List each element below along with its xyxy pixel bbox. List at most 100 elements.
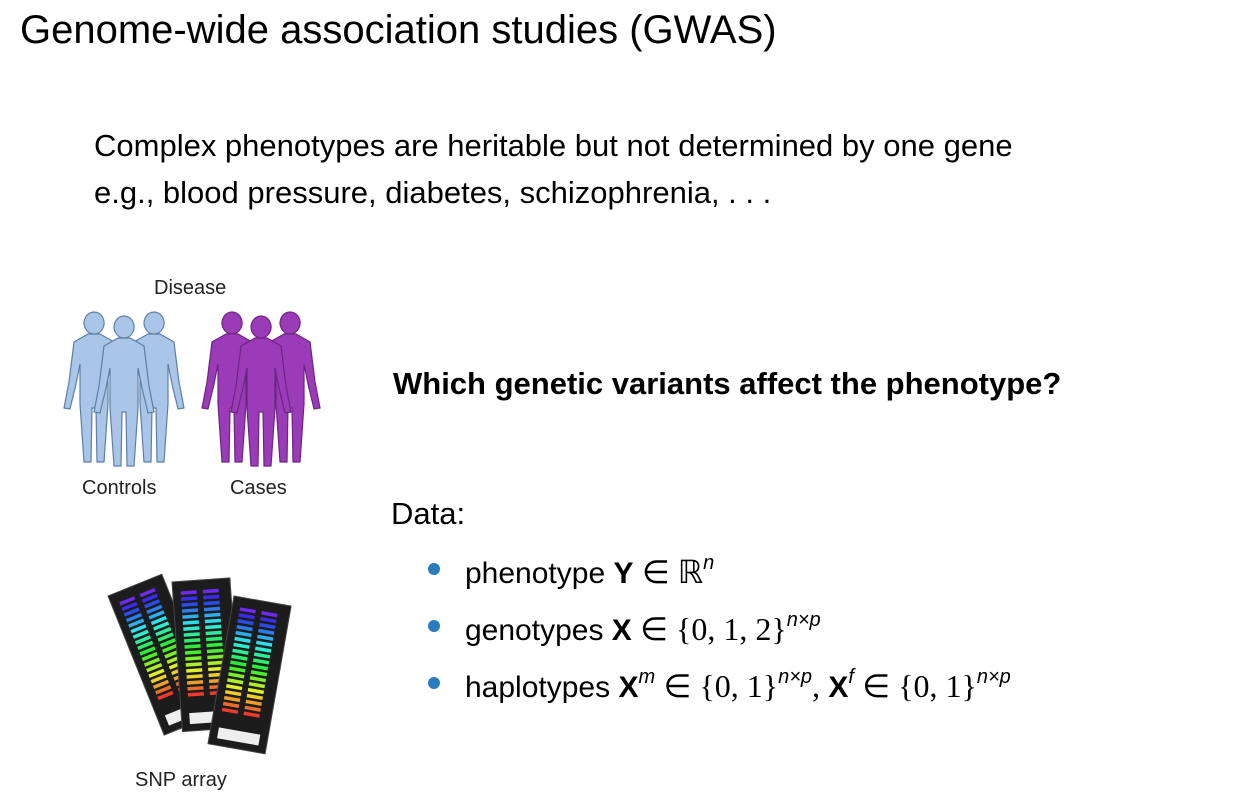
text: haplotypes bbox=[465, 671, 611, 704]
math: X bbox=[618, 671, 639, 704]
math: ∈ {0, 1, 2} bbox=[640, 611, 787, 647]
probe bbox=[245, 699, 262, 706]
text: phenotype bbox=[465, 557, 606, 590]
math: n×p bbox=[786, 609, 821, 631]
figure-label: Cases bbox=[230, 477, 287, 499]
probe bbox=[185, 662, 202, 667]
probe bbox=[183, 626, 200, 631]
probe bbox=[244, 705, 261, 712]
probe bbox=[225, 684, 243, 691]
controls-figure bbox=[63, 311, 185, 467]
probe bbox=[203, 594, 220, 600]
probe bbox=[230, 660, 247, 667]
probe bbox=[205, 624, 222, 630]
math: ∈ {0, 1} bbox=[862, 668, 977, 704]
probe bbox=[237, 619, 254, 626]
probe bbox=[260, 616, 277, 624]
probe bbox=[229, 666, 246, 673]
probe bbox=[157, 632, 174, 642]
probe bbox=[254, 646, 272, 653]
chip-body bbox=[207, 595, 292, 755]
math: , bbox=[812, 668, 821, 704]
probe bbox=[186, 680, 204, 685]
probe bbox=[155, 626, 172, 637]
probe bbox=[152, 679, 170, 689]
math: n×p bbox=[778, 666, 813, 688]
probe bbox=[236, 624, 253, 632]
bullet-dot bbox=[428, 563, 440, 575]
probe bbox=[203, 606, 221, 612]
cases-figure bbox=[201, 311, 321, 467]
probe bbox=[205, 630, 222, 636]
probe bbox=[141, 651, 158, 662]
probe bbox=[150, 674, 167, 684]
probe bbox=[206, 648, 224, 654]
math: n×p bbox=[976, 666, 1011, 688]
bullet-dot bbox=[428, 620, 440, 632]
probe bbox=[148, 668, 165, 678]
probe bbox=[153, 621, 170, 631]
math: X bbox=[611, 614, 632, 647]
probe bbox=[181, 608, 199, 613]
probe bbox=[235, 630, 252, 638]
probe bbox=[223, 695, 241, 703]
probe bbox=[148, 610, 165, 620]
probe bbox=[251, 664, 269, 671]
probe bbox=[139, 646, 156, 656]
probe bbox=[247, 687, 265, 695]
probe bbox=[146, 604, 163, 614]
probe bbox=[203, 600, 220, 606]
probe bbox=[208, 666, 225, 672]
probe bbox=[258, 628, 275, 636]
probe bbox=[181, 602, 198, 607]
bullet-dot bbox=[428, 677, 440, 689]
snp-array-figure bbox=[107, 573, 292, 755]
math: ∈ {0, 1} bbox=[663, 668, 779, 704]
probe bbox=[224, 689, 242, 697]
probe bbox=[162, 643, 179, 653]
probe bbox=[232, 648, 249, 655]
figure-label: Disease bbox=[154, 277, 227, 299]
probe bbox=[187, 686, 204, 691]
probe bbox=[227, 678, 244, 685]
data-heading: Data: bbox=[391, 496, 466, 531]
probe bbox=[204, 618, 221, 624]
slide-title: Genome-wide association studies (GWAS) bbox=[20, 8, 777, 52]
probe bbox=[205, 636, 223, 642]
bullet: genotypes X ∈ {0, 1, 2}n×p bbox=[465, 609, 821, 648]
probe bbox=[257, 634, 274, 641]
probe bbox=[186, 668, 203, 673]
probe bbox=[181, 596, 198, 601]
probe bbox=[184, 650, 202, 655]
probe bbox=[121, 601, 138, 612]
probe bbox=[159, 638, 176, 648]
math: ∈ ℝ bbox=[641, 554, 704, 590]
probe bbox=[141, 593, 158, 603]
probe bbox=[250, 670, 268, 677]
probe bbox=[157, 690, 174, 701]
probe bbox=[137, 640, 154, 651]
probe bbox=[119, 596, 136, 606]
probe bbox=[234, 636, 251, 644]
math: n bbox=[703, 552, 715, 574]
probe bbox=[204, 612, 221, 618]
probe bbox=[128, 618, 145, 628]
probe bbox=[249, 676, 267, 683]
probe bbox=[221, 707, 239, 714]
bullet: haplotypes Xm ∈ {0, 1}n×p, Xf ∈ {0, 1}n×… bbox=[465, 666, 1011, 705]
probe bbox=[233, 642, 250, 649]
probe bbox=[231, 654, 248, 661]
probe bbox=[143, 657, 161, 667]
probe bbox=[202, 588, 219, 594]
math: m bbox=[638, 666, 656, 688]
probe bbox=[182, 614, 199, 619]
probe bbox=[123, 607, 140, 617]
probe bbox=[139, 588, 156, 598]
probe bbox=[180, 590, 197, 595]
figure-label: SNP array bbox=[135, 769, 227, 791]
probe bbox=[238, 613, 255, 620]
probe bbox=[155, 685, 172, 695]
barcode bbox=[217, 727, 261, 746]
probe bbox=[146, 663, 163, 673]
